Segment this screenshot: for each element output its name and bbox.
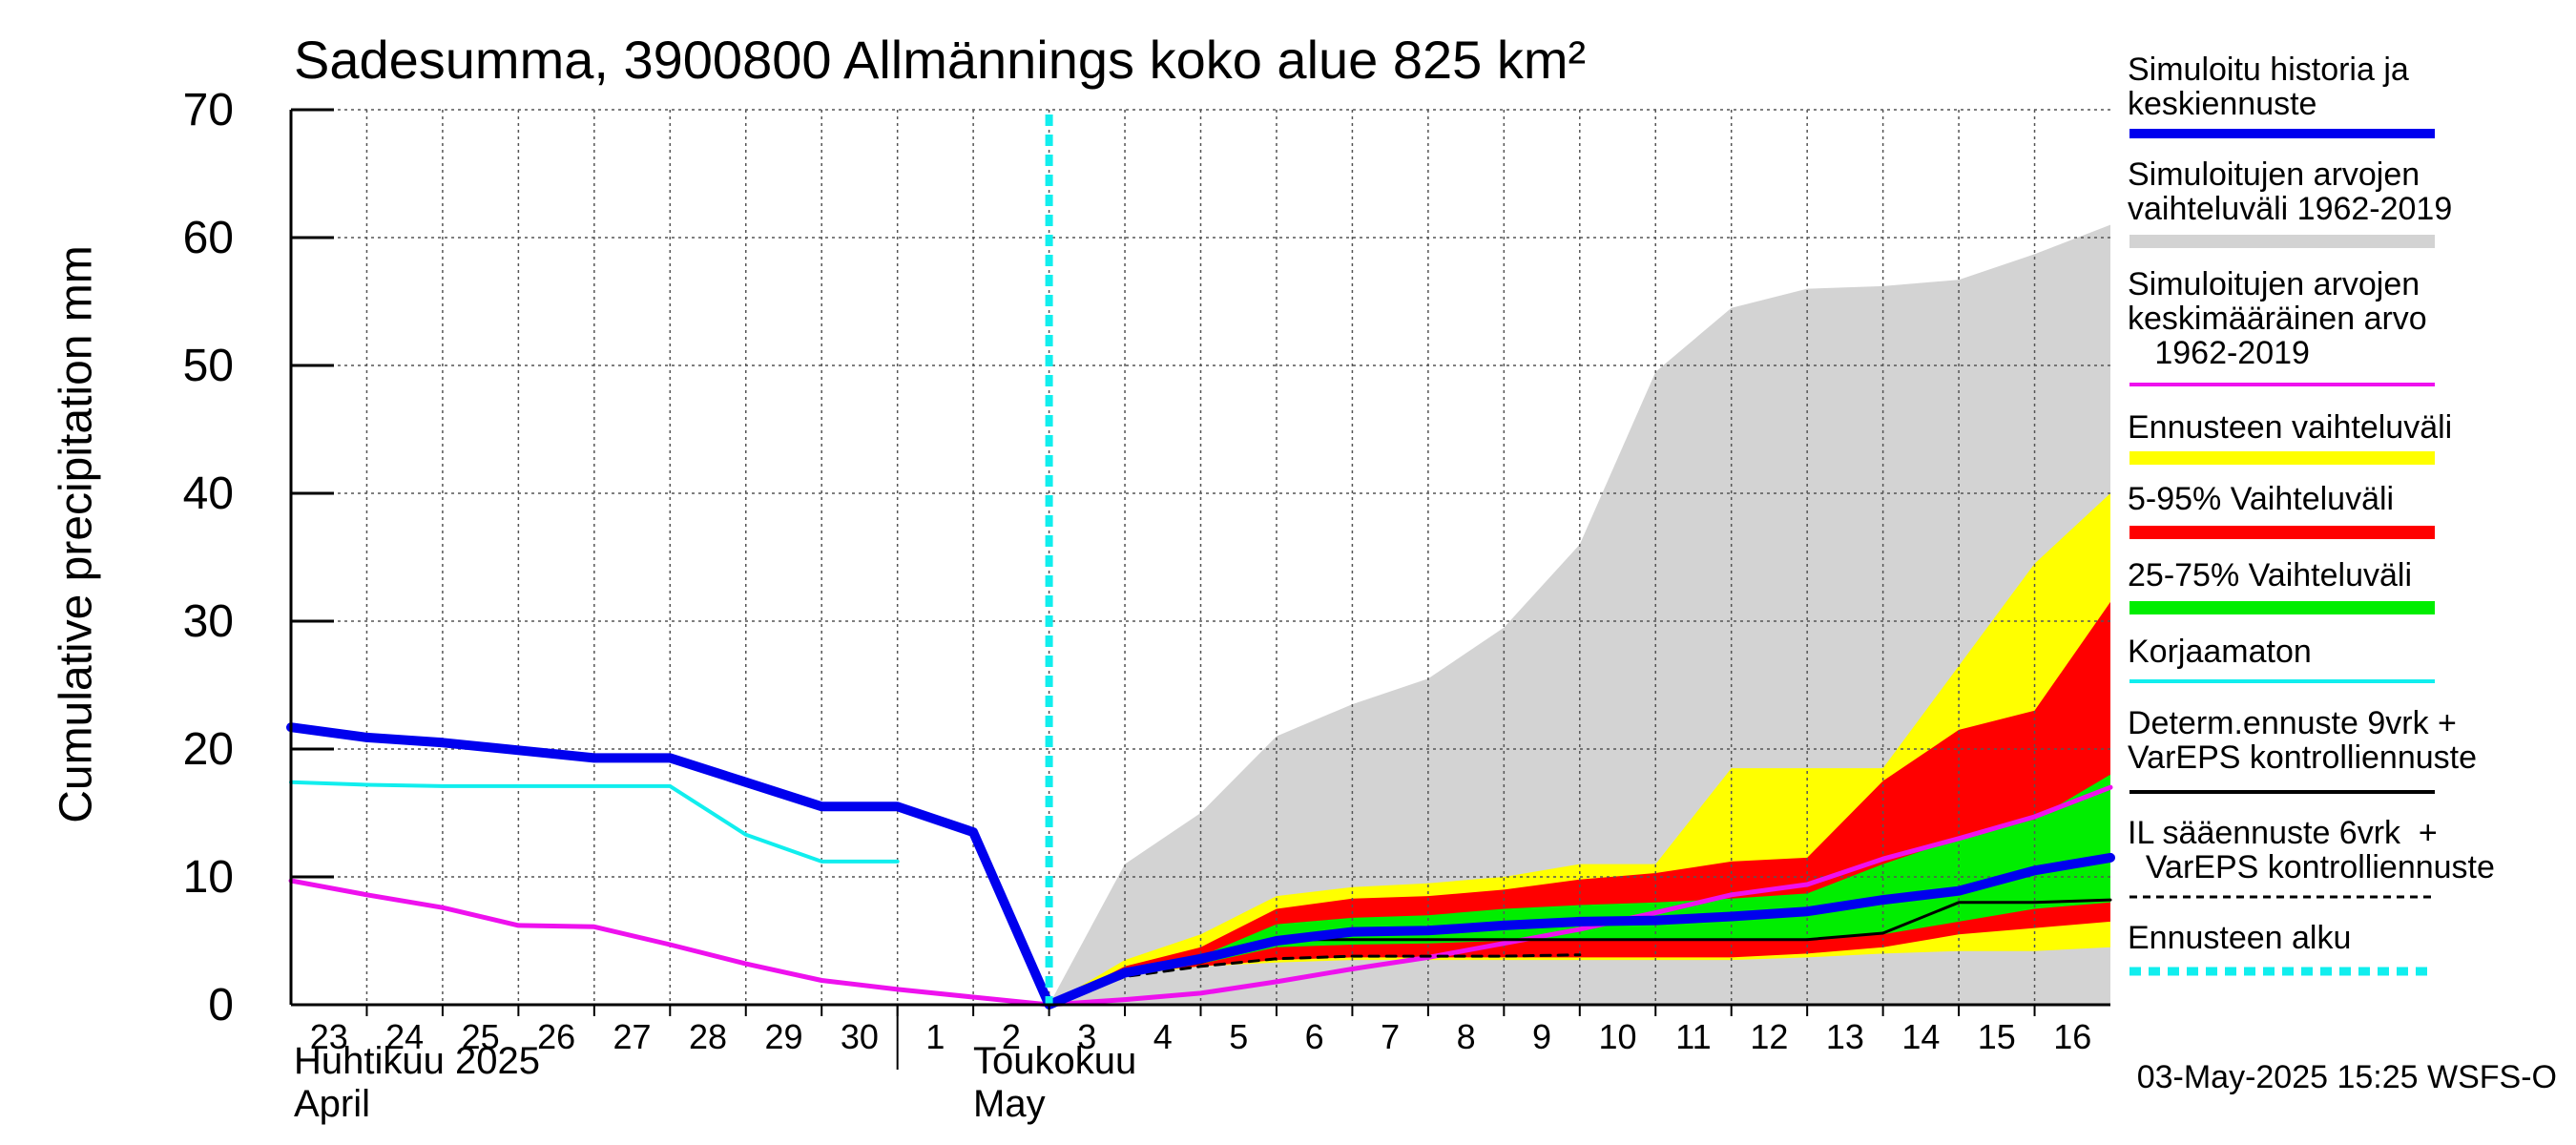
x-tick-label: 23 bbox=[310, 1017, 348, 1056]
x-tick-label: 28 bbox=[689, 1017, 727, 1056]
series-line-uncorrected bbox=[289, 780, 900, 864]
legend-label: Ennusteen alku bbox=[2128, 920, 2352, 956]
x-tick-label: 3 bbox=[1077, 1017, 1096, 1056]
month-label-may-fi: Toukokuu bbox=[973, 1040, 1137, 1082]
legend-label: Korjaamaton bbox=[2128, 634, 2312, 670]
y-tick-label: 10 bbox=[183, 852, 234, 903]
line-layer bbox=[286, 114, 2115, 1010]
legend-label: 5-95% Vaihteluväli bbox=[2128, 481, 2395, 517]
x-tick-label: 30 bbox=[841, 1017, 879, 1056]
legend-item-history: Simuloitu historia ja keskiennuste bbox=[2128, 52, 2547, 121]
legend-label: Simuloitujen arvojen keskimääräinen arvo… bbox=[2128, 266, 2427, 371]
legend-item-p5_95: 5-95% Vaihteluväli bbox=[2128, 482, 2547, 516]
y-tick-label: 0 bbox=[208, 980, 234, 1030]
y-tick-label: 30 bbox=[183, 596, 234, 647]
x-tick-label: 8 bbox=[1457, 1017, 1476, 1056]
x-tick-label: 2 bbox=[1002, 1017, 1021, 1056]
legend-swatch-layer bbox=[2129, 129, 2435, 976]
y-tick-label: 20 bbox=[183, 724, 234, 775]
legend-label: Simuloitujen arvojen vaihteluväli 1962-2… bbox=[2128, 156, 2453, 227]
x-tick-label: 25 bbox=[462, 1017, 500, 1056]
x-tick-label: 14 bbox=[1901, 1017, 1940, 1056]
legend-item-forecast_start: Ennusteen alku bbox=[2128, 921, 2547, 955]
legend-item-forecast_range: Ennusteen vaihteluväli bbox=[2128, 410, 2547, 445]
x-tick-label: 4 bbox=[1153, 1017, 1173, 1056]
series-line-climate_mean bbox=[288, 784, 2113, 1008]
legend-label: Simuloitu historia ja keskiennuste bbox=[2128, 52, 2409, 122]
legend-item-climate_range: Simuloitujen arvojen vaihteluväli 1962-2… bbox=[2128, 157, 2547, 226]
timestamp-footer: 03-May-2025 15:25 WSFS-O bbox=[2136, 1059, 2557, 1095]
x-tick-label: 16 bbox=[2053, 1017, 2091, 1056]
x-tick-label: 7 bbox=[1381, 1017, 1400, 1056]
month-label-may-en: May bbox=[973, 1083, 1046, 1125]
band-p25_75 bbox=[1049, 774, 2110, 1005]
y-axis-label: Cumulative precipitation mm bbox=[51, 245, 102, 823]
x-tick-label: 5 bbox=[1229, 1017, 1248, 1056]
legend-item-il: IL sääennuste 6vrk + VarEPS kontrollienn… bbox=[2128, 816, 2547, 885]
x-tick-label: 15 bbox=[1978, 1017, 2016, 1056]
month-label-april-fi: Huhtikuu 2025 bbox=[294, 1040, 540, 1082]
x-tick-label: 6 bbox=[1305, 1017, 1324, 1056]
y-tick-label: 40 bbox=[183, 468, 234, 519]
x-tick-label: 27 bbox=[613, 1017, 652, 1056]
x-tick-label: 24 bbox=[385, 1017, 424, 1056]
legend-item-uncorrected: Korjaamaton bbox=[2128, 635, 2547, 669]
legend-label: IL sääennuste 6vrk + VarEPS kontrollienn… bbox=[2128, 815, 2495, 885]
month-label-april-en: April bbox=[294, 1083, 371, 1125]
x-tick-label: 29 bbox=[764, 1017, 802, 1056]
x-tick-label: 13 bbox=[1826, 1017, 1864, 1056]
series-line-history bbox=[286, 722, 2115, 1010]
legend-item-p25_75: 25-75% Vaihteluväli bbox=[2128, 558, 2547, 593]
x-tick-label: 10 bbox=[1598, 1017, 1636, 1056]
x-tick-label: 9 bbox=[1532, 1017, 1551, 1056]
chart-title: Sadesumma, 3900800 Allmännings koko alue… bbox=[294, 30, 1587, 90]
x-tick-label: 11 bbox=[1675, 1017, 1711, 1056]
y-tick-label: 50 bbox=[183, 341, 234, 391]
legend-label: Determ.ennuste 9vrk + VarEPS kontrollien… bbox=[2128, 705, 2478, 776]
x-tick-label: 12 bbox=[1750, 1017, 1788, 1056]
legend-label: Ennusteen vaihteluväli bbox=[2128, 409, 2453, 446]
x-tick-label: 26 bbox=[537, 1017, 575, 1056]
legend-item-climate_mean: Simuloitujen arvojen keskimääräinen arvo… bbox=[2128, 267, 2547, 370]
x-tick-label: 1 bbox=[925, 1017, 945, 1056]
y-tick-label: 70 bbox=[183, 85, 234, 135]
legend-label: 25-75% Vaihteluväli bbox=[2128, 557, 2412, 593]
legend-item-determ: Determ.ennuste 9vrk + VarEPS kontrollien… bbox=[2128, 706, 2547, 775]
y-tick-label: 60 bbox=[183, 213, 234, 263]
